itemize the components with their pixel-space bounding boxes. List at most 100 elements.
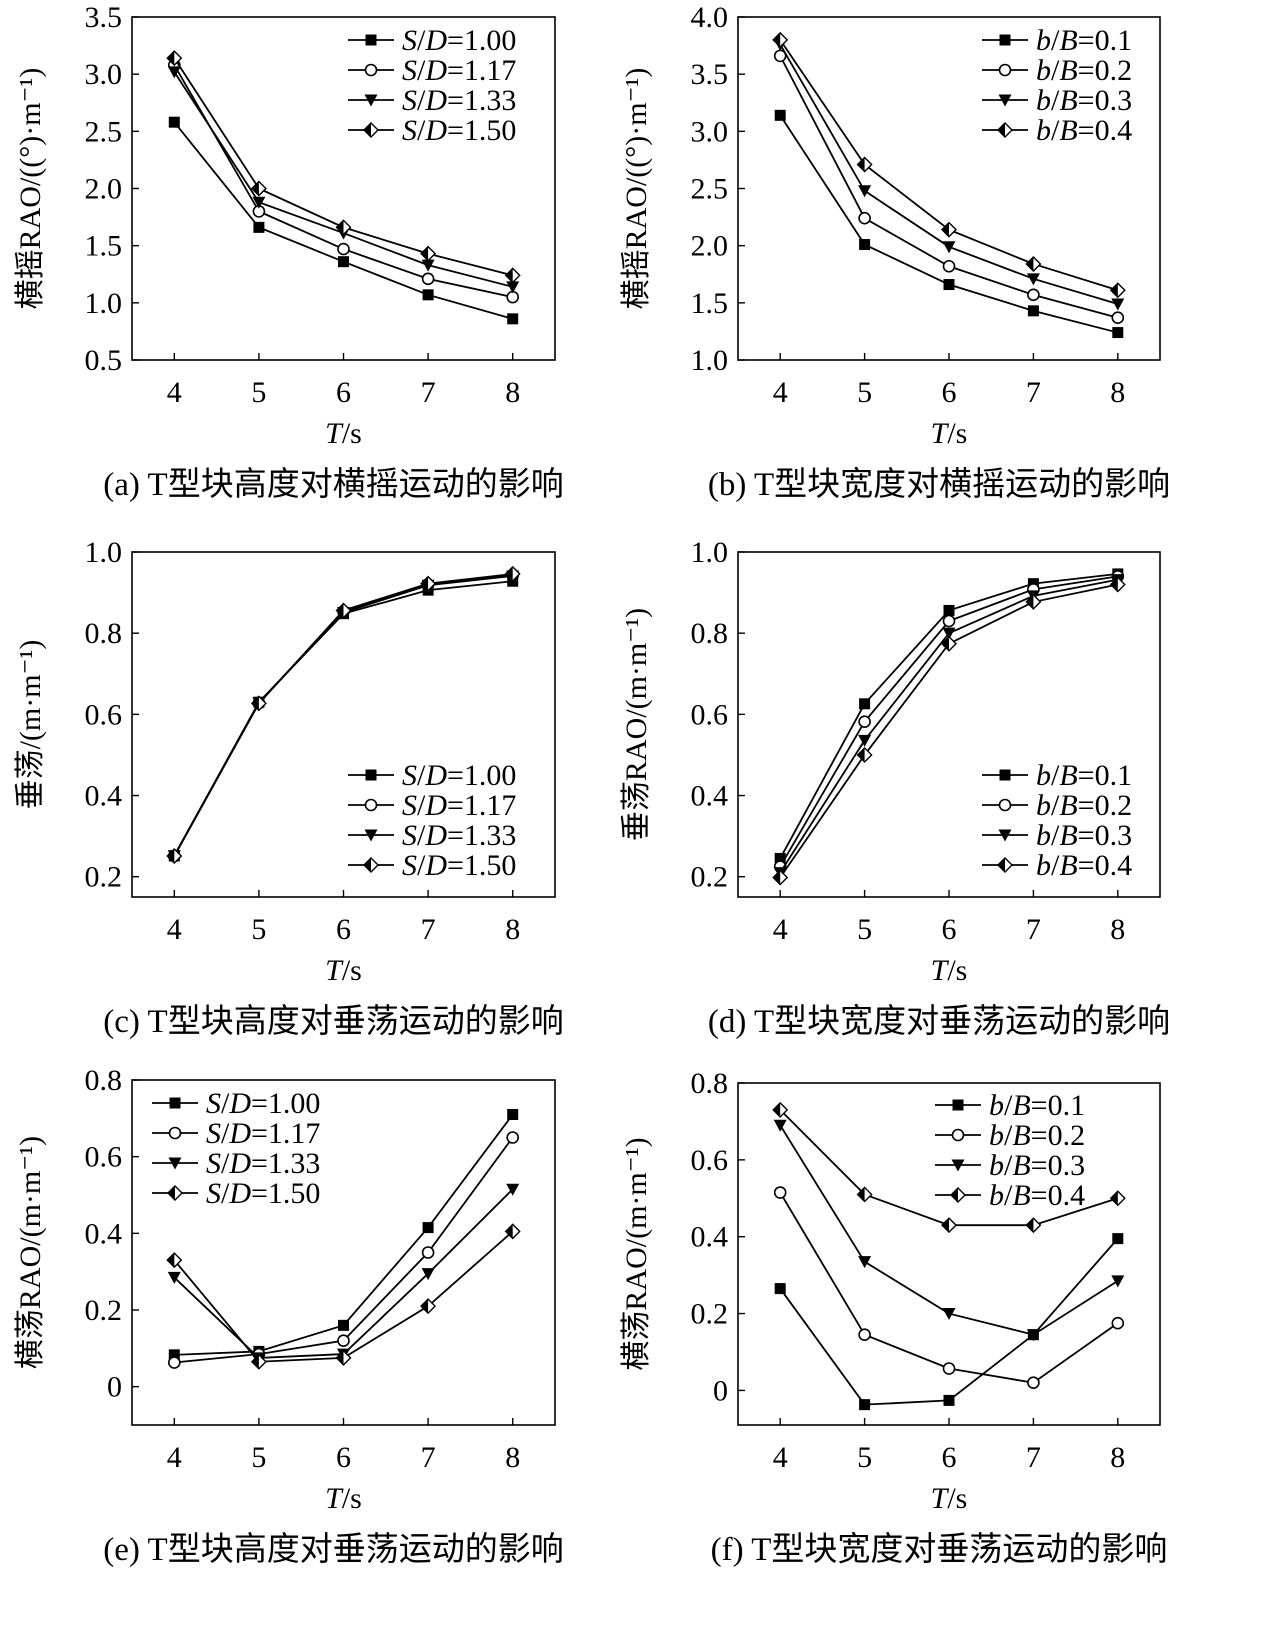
data-point [421, 272, 435, 286]
data-point-fill [505, 1224, 513, 1239]
data-point [942, 259, 956, 273]
legend: S/D=1.00S/D=1.17S/D=1.33S/D=1.50 [152, 1087, 320, 1210]
y-tick-label: 2.5 [691, 173, 729, 206]
legend-val: =0.2 [1078, 54, 1132, 87]
legend-val: =0.2 [1031, 1119, 1085, 1152]
legend-marker [168, 1157, 182, 1170]
x-tick-label: 6 [336, 376, 351, 409]
legend-val: =0.3 [1031, 1149, 1085, 1182]
legend-var: b [1036, 114, 1051, 147]
data-point [1027, 305, 1039, 317]
legend-label: b/B=0.4 [989, 1179, 1085, 1212]
data-point-fill [773, 870, 781, 885]
series-circle [773, 570, 1125, 873]
data-point-fill [167, 849, 175, 864]
series-circle [773, 49, 1125, 324]
legend-entry: b/B=0.2 [982, 54, 1132, 87]
legend-slash: / [221, 1147, 230, 1180]
legend-label: b/B=0.1 [1036, 24, 1132, 57]
y-tick-label: 3.5 [85, 1, 123, 34]
legend-sub: B [1059, 24, 1077, 57]
data-point [252, 196, 266, 209]
legend-label: S/D=1.33 [402, 819, 516, 852]
chart-e: 4 5 6 7 800.20.40.60.8T/s横荡RAO/(m·m⁻¹)S/D=1.… [14, 1064, 564, 1568]
legend-marker [999, 34, 1011, 46]
legend-entry: S/D=1.00 [348, 759, 516, 792]
legend-sub: D [424, 759, 447, 792]
y-tick-label: 1.0 [691, 344, 729, 377]
data-point [337, 242, 350, 256]
data-point [168, 116, 180, 128]
legend-val: =1.00 [251, 1087, 320, 1120]
y-axis-title: 垂荡/(m·m⁻¹) [14, 640, 47, 810]
y-tick-label: 1.0 [85, 536, 123, 569]
y-tick-label: 1.0 [85, 287, 123, 320]
legend-label: S/D=1.17 [402, 789, 516, 822]
legend-label: S/D=1.00 [206, 1087, 320, 1120]
legend-slash: / [1051, 54, 1060, 87]
legend-sub: D [424, 54, 447, 87]
legend-entry: b/B=0.1 [982, 759, 1132, 792]
data-point [858, 1328, 871, 1341]
legend-marker-fill [168, 1186, 175, 1200]
x-tick-label: 8 [1110, 1441, 1125, 1474]
legend-sub: D [228, 1117, 251, 1150]
x-tick-label: 5 [857, 376, 872, 409]
data-point-fill [167, 1253, 175, 1268]
legend-entry: S/D=1.50 [348, 114, 516, 147]
legend-var: S [206, 1147, 221, 1180]
legend-sub: B [1059, 84, 1077, 117]
panel-caption: (b) T型块宽度对横摇运动的影响 [708, 466, 1170, 503]
series-triangle [773, 1119, 1125, 1342]
legend-var: S [402, 759, 417, 792]
legend-marker-fill [998, 858, 1005, 872]
legend-label: b/B=0.3 [1036, 819, 1132, 852]
y-tick-label: 0.8 [85, 1064, 123, 1097]
y-tick-label: 0.4 [85, 780, 123, 813]
data-point-fill [421, 246, 429, 261]
data-point [506, 281, 520, 294]
y-axis-title: 横摇RAO/((°)·m⁻¹) [620, 68, 653, 310]
legend-var: b [1036, 24, 1051, 57]
legend-label: S/D=1.17 [206, 1117, 320, 1150]
x-axis-title-var: T [931, 1482, 950, 1515]
legend-slash: / [417, 789, 426, 822]
legend-var: S [402, 849, 417, 882]
x-tick-label: 8 [1110, 913, 1125, 946]
y-tick-label: 0.8 [691, 617, 729, 650]
x-axis-title-unit: /s [947, 417, 967, 450]
legend-label: b/B=0.3 [989, 1149, 1085, 1182]
y-tick-label: 3.0 [85, 58, 123, 91]
legend-label: S/D=1.17 [402, 54, 516, 87]
legend-marker [364, 829, 378, 842]
x-tick-label: 8 [505, 376, 520, 409]
legend: b/B=0.1b/B=0.2b/B=0.3b/B=0.4 [982, 24, 1132, 147]
data-point [1111, 311, 1125, 324]
legend-var: b [1036, 819, 1051, 852]
data-point-fill [773, 1102, 781, 1117]
legend-marker [998, 63, 1012, 77]
legend-sub: B [1059, 114, 1077, 147]
data-point-fill [505, 566, 513, 581]
x-tick-label: 6 [336, 913, 351, 946]
panel-caption: (d) T型块宽度对垂荡运动的影响 [708, 1003, 1170, 1040]
data-point [774, 109, 786, 121]
x-tick-label: 7 [1026, 913, 1041, 946]
x-tick-label: 7 [1026, 1441, 1041, 1474]
data-point [1112, 1233, 1124, 1245]
legend-val: =1.50 [447, 849, 516, 882]
x-tick-label: 5 [251, 913, 266, 946]
legend-slash: / [1004, 1089, 1013, 1122]
chart-c: 4 5 6 7 80.20.40.60.81.0T/s垂荡/(m·m⁻¹) S/D=1.0… [14, 536, 564, 1040]
data-point-fill [251, 181, 259, 196]
data-point-fill [336, 1350, 344, 1365]
data-point [1026, 273, 1040, 286]
x-tick-label: 6 [942, 913, 957, 946]
x-axis-title-var: T [325, 417, 344, 450]
x-tick-label: 7 [421, 913, 436, 946]
legend-marker [998, 798, 1012, 812]
legend-label: b/B=0.2 [989, 1119, 1085, 1152]
y-axis-title: 横荡RAO/(m·m⁻¹) [620, 1137, 653, 1370]
